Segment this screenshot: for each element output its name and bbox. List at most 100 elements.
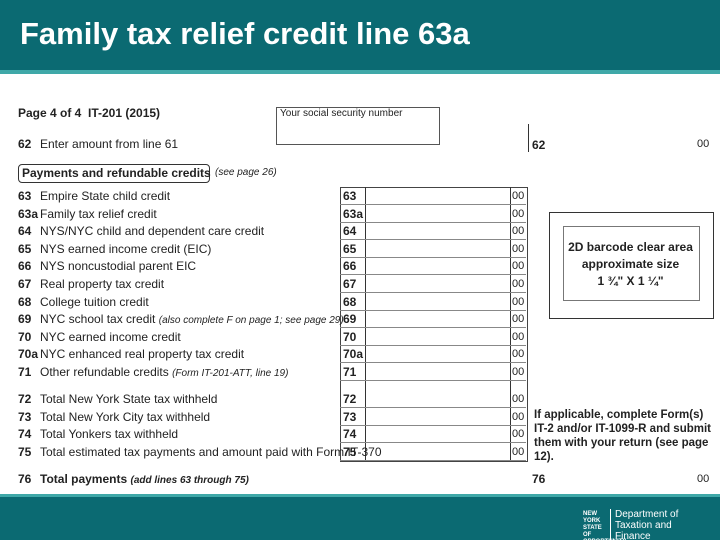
row-rule: [340, 424, 526, 426]
row-rule: [340, 344, 526, 346]
line-label: Total Yonkers tax withheld: [40, 427, 179, 442]
row-rule: [340, 256, 526, 258]
box-label: 70: [343, 329, 357, 344]
cents: 00: [512, 366, 525, 378]
box-label: 71: [343, 365, 357, 379]
cents: 00: [512, 445, 525, 458]
box-label: 64: [343, 224, 357, 239]
line-label: NYC earned income credit: [40, 329, 181, 344]
col-sep: [365, 187, 511, 460]
line-label: Family tax relief credit: [40, 206, 157, 221]
line-number: 68: [18, 294, 32, 309]
cents: 00: [512, 393, 525, 405]
box-label: 63a: [343, 206, 364, 221]
line-label: College tuition credit: [40, 294, 149, 309]
cents: 00: [512, 207, 525, 220]
line-number: 65: [18, 241, 32, 256]
ssn-label: Your social security number: [280, 108, 403, 119]
cents: 00: [512, 242, 525, 255]
line-number: 64: [18, 224, 32, 239]
box-label: 68: [343, 294, 357, 309]
box-label: 63: [343, 189, 357, 203]
line-label: NYC enhanced real property tax credit: [40, 347, 245, 362]
line-number: 70a: [18, 347, 39, 362]
line-label: Enter amount from line 61: [40, 137, 179, 151]
row-rule: [340, 327, 526, 329]
box-label: 67: [343, 277, 357, 291]
line-number: 62: [18, 137, 32, 151]
line-label: Real property tax credit: [40, 277, 165, 291]
barcode-text: 2D barcode clear area: [568, 240, 693, 254]
box-label: 69: [343, 312, 357, 327]
box-label: 65: [343, 241, 357, 256]
line-label: NYS noncustodial parent EIC: [40, 259, 197, 274]
form-id: IT-201 (2015): [88, 106, 161, 120]
line-label: Other refundable credits (Form IT-201-AT…: [40, 365, 289, 379]
row-rule: [340, 239, 526, 241]
rule: [528, 124, 529, 152]
line-note: (also complete F on page 1; see page 29): [158, 315, 344, 327]
line-note: (add lines 63 through 75): [130, 475, 249, 486]
line-number: 73: [18, 409, 32, 424]
line-label: Total payments (add lines 63 through 75): [40, 472, 249, 486]
line-label: Empire State child credit: [40, 189, 171, 203]
row-rule: [340, 362, 526, 364]
cents: 00: [512, 295, 525, 308]
row-rule: [340, 204, 526, 205]
box-label: 73: [343, 409, 357, 424]
row-rule: [340, 459, 526, 461]
note: If applicable, complete Form(s) IT-2 and…: [534, 409, 712, 463]
department: Department of Taxation and Finance: [610, 509, 710, 540]
line-label: NYS/NYC child and dependent care credit: [40, 224, 265, 239]
cents: 00: [512, 428, 525, 441]
cents: 00: [512, 225, 525, 238]
cents: 00: [512, 278, 525, 290]
line-note: (Form IT-201-ATT, line 19): [172, 368, 289, 379]
row-rule: [340, 407, 526, 408]
line-number: 70: [18, 329, 32, 344]
row-rule: [340, 309, 526, 311]
row-rule: [340, 292, 526, 293]
line-number: 67: [18, 277, 32, 291]
cents: 00: [512, 410, 525, 423]
cents: 00: [512, 190, 525, 202]
row-rule: [340, 380, 526, 381]
line-label: Total New York State tax withheld: [40, 392, 218, 406]
section-box: [18, 164, 210, 183]
title-bar: [0, 0, 720, 74]
barcode-inner: [563, 226, 700, 301]
cents: 00: [512, 260, 525, 273]
col: [340, 187, 528, 462]
section-note: (see page 26): [215, 167, 277, 178]
box-62: 62: [532, 138, 546, 152]
row-rule: [340, 442, 526, 444]
footer: NEW YORK STATE OF OPPORTUNITY Department…: [0, 494, 720, 540]
line-number: 63: [18, 189, 32, 203]
line-label: NYC school tax credit (also complete F o…: [40, 312, 344, 327]
barcode-outer: [549, 212, 714, 319]
cents: 00: [512, 313, 525, 326]
row-rule: [340, 221, 526, 223]
line-label: Total New York City tax withheld: [40, 409, 211, 424]
line-number: 66: [18, 259, 32, 274]
box-76: 76: [532, 472, 546, 486]
line-number: 71: [18, 365, 32, 379]
box-label: 72: [343, 392, 357, 406]
ssn-box: [276, 107, 440, 145]
line-label: Total estimated tax payments and amount …: [40, 444, 382, 459]
box-label: 74: [343, 427, 357, 442]
row-rule: [340, 274, 526, 276]
line-label: NYS earned income credit (EIC): [40, 241, 212, 256]
box-label: 75: [343, 444, 357, 459]
line-number: 75: [18, 444, 32, 459]
page-label: Page 4 of 4: [18, 106, 82, 120]
section-title: Payments and refundable credits: [22, 166, 211, 180]
cents-62: 00: [697, 138, 710, 150]
box-label: 70a: [343, 347, 364, 362]
logo-text: NEW YORK STATE OF OPPORTUNITY: [583, 511, 626, 540]
cents-76: 00: [697, 473, 710, 485]
barcode-text: 1 ¾" X 1 ¼": [597, 274, 664, 288]
line-number: 63a: [18, 206, 39, 221]
barcode-text: approximate size: [581, 257, 680, 271]
